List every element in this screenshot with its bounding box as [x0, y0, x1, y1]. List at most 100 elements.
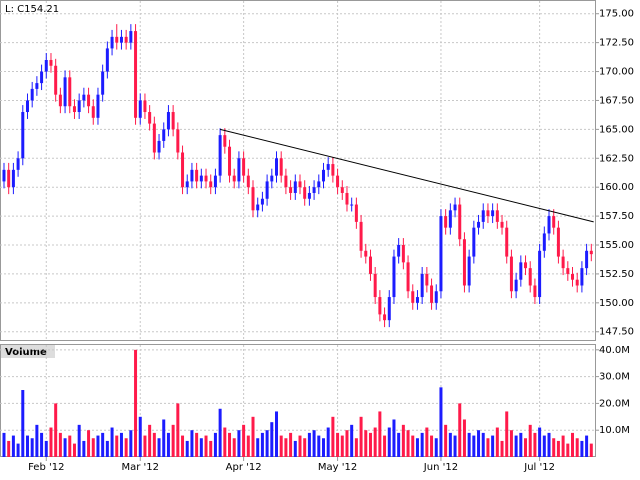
candle-body — [82, 94, 86, 101]
candle-body — [16, 158, 20, 170]
volume-bar — [298, 435, 302, 457]
candle-body — [575, 279, 579, 286]
volume-bar — [477, 430, 481, 457]
volume-bar — [138, 416, 142, 457]
candle-body — [58, 94, 62, 107]
candle-body — [477, 221, 481, 228]
candle-body — [195, 169, 199, 182]
volume-bar — [256, 438, 260, 457]
candle-body — [40, 71, 44, 84]
y-tick-label: 157.50 — [599, 211, 634, 222]
volume-bar — [481, 432, 485, 457]
candle-body — [143, 100, 147, 113]
volume-bar — [448, 432, 452, 457]
candle-body — [124, 36, 128, 43]
volume-bar — [547, 432, 551, 457]
volume-bar — [284, 438, 288, 457]
candle-body — [162, 129, 166, 141]
candle-body — [425, 273, 429, 286]
price-label: L: C154.21 — [5, 4, 59, 15]
candle-body — [580, 268, 584, 286]
volume-bar — [345, 430, 349, 457]
volume-bar — [289, 432, 293, 457]
candle-body — [542, 233, 546, 251]
candle-body — [453, 204, 457, 211]
y-tick-label: 167.50 — [599, 95, 634, 106]
volume-bar — [439, 387, 443, 457]
volume-bar — [181, 435, 185, 457]
volume-bar — [486, 438, 490, 457]
volume-bar — [538, 427, 542, 457]
candle-body — [571, 273, 575, 280]
volume-bar — [317, 435, 321, 457]
volume-bar — [350, 424, 354, 457]
volume-bar — [30, 438, 34, 457]
candle-body — [185, 181, 189, 188]
x-tick-label: May '12 — [318, 462, 357, 473]
candle-body — [538, 250, 542, 298]
volume-bar — [420, 432, 424, 457]
volume-bar — [383, 435, 387, 457]
candle-body — [260, 198, 264, 205]
candle-body — [25, 100, 29, 113]
candle-body — [49, 59, 53, 66]
candle-body — [246, 175, 250, 188]
volume-bar — [58, 432, 62, 457]
volume-bar — [72, 443, 76, 457]
candle-body — [373, 273, 377, 298]
candle-body — [430, 285, 434, 303]
candle-body — [115, 36, 119, 43]
candle-body — [397, 245, 401, 257]
volume-bar — [571, 432, 575, 457]
y-tick-label: 150.00 — [599, 298, 634, 309]
candle-body — [30, 88, 34, 101]
candle-body — [415, 297, 419, 303]
volume-bar — [392, 419, 396, 457]
volume-bar — [495, 427, 499, 457]
candle-body — [340, 187, 344, 193]
volume-bar — [143, 435, 147, 457]
volume-bar — [505, 411, 509, 457]
candle-body — [293, 181, 297, 193]
volume-bar — [524, 438, 528, 457]
candle-body — [354, 204, 358, 222]
volume-bar — [40, 432, 44, 457]
volume-bar — [124, 438, 128, 457]
candle-body — [237, 158, 241, 182]
volume-bar — [176, 403, 180, 457]
y-tick-label: 152.50 — [599, 269, 634, 280]
candle-body — [54, 65, 58, 95]
candle-body — [199, 175, 203, 182]
candle-body — [87, 94, 91, 107]
volume-bar — [7, 440, 11, 457]
price-panel — [0, 0, 596, 341]
candle-body — [171, 112, 175, 130]
volume-bar — [566, 443, 570, 457]
candle-body — [129, 31, 133, 43]
candle-body — [566, 268, 570, 274]
trendline — [220, 128, 594, 223]
candle-body — [303, 187, 307, 199]
volume-bar — [491, 435, 495, 457]
candle-body — [495, 210, 499, 222]
volume-panel — [0, 344, 596, 457]
volume-bar — [303, 438, 307, 457]
volume-bar — [96, 435, 100, 457]
candle-body — [392, 256, 396, 298]
candle-body — [218, 135, 222, 176]
candle-body — [110, 36, 114, 49]
volume-bar — [87, 430, 91, 457]
y-tick-label: 147.50 — [599, 327, 634, 338]
y-tick-label: 162.50 — [599, 153, 634, 164]
volume-bar — [91, 438, 95, 457]
candle-body — [72, 106, 76, 113]
candle-body — [486, 210, 490, 217]
volume-bar — [228, 432, 232, 457]
candle-body — [547, 216, 551, 234]
candle-body — [223, 135, 227, 147]
y-tick-label: 155.00 — [599, 240, 634, 251]
volume-bar — [458, 403, 462, 457]
volume-bar — [425, 427, 429, 457]
volume-bar — [213, 432, 217, 457]
